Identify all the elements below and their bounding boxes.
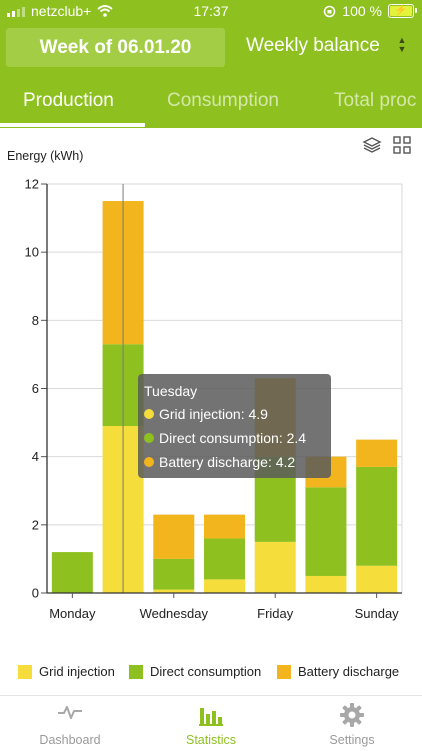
bar-chart-icon <box>199 708 223 726</box>
tooltip-dot <box>144 409 154 419</box>
tooltip-title: Tuesday <box>144 383 198 399</box>
pulse-icon <box>58 706 82 719</box>
y-tick-label: 10 <box>25 245 39 260</box>
nav-label: Settings <box>329 733 375 747</box>
legend-item-grid-injection[interactable]: Grid injection <box>18 664 115 679</box>
tooltip-row: Grid injection: 4.9 <box>144 406 268 422</box>
bar-segment-direct-consumption <box>153 558 195 590</box>
status-time: 17:37 <box>193 3 229 19</box>
chevron-updown-icon[interactable]: ▲ ▼ <box>397 35 407 54</box>
tab-bar: Production Consumption Total proc <box>0 82 422 128</box>
bar-segment-grid-injection <box>356 565 398 593</box>
legend-swatch <box>129 664 143 679</box>
tooltip-battery-discharge: Battery discharge: 4.2 <box>159 454 296 470</box>
battery-icon: ⚡ <box>388 4 417 18</box>
y-tick-label: 4 <box>32 449 39 464</box>
x-tick-label: Monday <box>49 606 96 621</box>
grid-icon[interactable] <box>392 136 412 154</box>
nav-statistics[interactable]: Statistics <box>141 696 281 751</box>
tab-consumption[interactable]: Consumption <box>167 90 279 111</box>
legend-swatch <box>18 664 32 679</box>
x-tick-label: Wednesday <box>140 606 209 621</box>
bar-segment-battery-discharge <box>356 439 398 467</box>
tooltip-row: Direct consumption: 2.4 <box>144 430 306 446</box>
week-selector-button[interactable]: Week of 06.01.20 <box>6 28 225 67</box>
y-axis-label: Energy (kWh) <box>7 149 84 163</box>
nav-dashboard[interactable]: Dashboard <box>0 696 140 751</box>
tooltip-direct-consumption: Direct consumption: 2.4 <box>159 430 307 446</box>
bar-segment-battery-discharge <box>153 514 195 559</box>
bar-segment-direct-consumption <box>305 487 347 576</box>
nav-settings[interactable]: Settings <box>282 696 422 751</box>
tooltip-row: Battery discharge: 4.2 <box>144 454 295 470</box>
y-tick-label: 6 <box>32 381 39 396</box>
bar-segment-battery-discharge <box>204 514 245 539</box>
chart-tooltip: Tuesday Grid injection: 4.9 Direct consu… <box>138 374 331 478</box>
tooltip-grid-injection: Grid injection: 4.9 <box>159 406 268 422</box>
bar-segment-grid-injection <box>305 575 347 593</box>
bar-segment-direct-consumption <box>51 552 93 593</box>
layers-icon[interactable] <box>362 136 382 154</box>
status-bar: netzclub+ 17:37 100 % ⚡ <box>0 0 422 24</box>
wifi-icon <box>97 5 113 17</box>
signal-icon <box>7 6 25 17</box>
tooltip-dot <box>144 433 154 443</box>
tab-total-production[interactable]: Total proc <box>334 90 417 111</box>
orientation-lock-icon <box>324 5 336 17</box>
chart-toolbar <box>362 136 412 154</box>
legend-label: Grid injection <box>39 664 115 679</box>
bottom-navigation: Dashboard Statistics <box>0 695 422 751</box>
legend-item-battery-discharge[interactable]: Battery discharge <box>277 664 399 679</box>
y-tick-label: 8 <box>32 313 39 328</box>
y-tick-label: 0 <box>32 586 39 601</box>
nav-label: Statistics <box>185 733 236 747</box>
view-selector[interactable]: Weekly balance <box>246 35 380 56</box>
legend-label: Battery discharge <box>298 664 400 679</box>
battery-percent: 100 % <box>342 3 382 19</box>
bar-segment-grid-injection <box>153 589 195 593</box>
legend-item-direct-consumption[interactable]: Direct consumption <box>129 664 261 679</box>
active-tab-indicator <box>0 123 145 127</box>
y-tick-label: 2 <box>32 517 39 532</box>
bar-segment-grid-injection <box>254 541 296 593</box>
legend-swatch <box>277 664 291 679</box>
nav-label: Dashboard <box>39 733 101 747</box>
bar-segment-grid-injection <box>204 579 245 593</box>
stacked-bar-chart: 0 2 4 6 8 10 12 Monday Wednesday Friday Sunday <box>25 177 403 621</box>
gear-icon <box>340 703 364 727</box>
chart-legend: Grid injection Direct consumption Batter… <box>0 664 422 684</box>
legend-label: Direct consumption <box>150 664 262 679</box>
bar-segment-direct-consumption <box>204 538 245 580</box>
bar-segment-direct-consumption <box>356 466 398 566</box>
x-tick-label: Sunday <box>355 606 400 621</box>
tab-production[interactable]: Production <box>23 90 114 111</box>
carrier-name: netzclub+ <box>31 3 92 19</box>
tooltip-dot <box>144 457 154 467</box>
x-tick-label: Friday <box>257 606 294 621</box>
y-tick-label: 12 <box>25 177 39 192</box>
